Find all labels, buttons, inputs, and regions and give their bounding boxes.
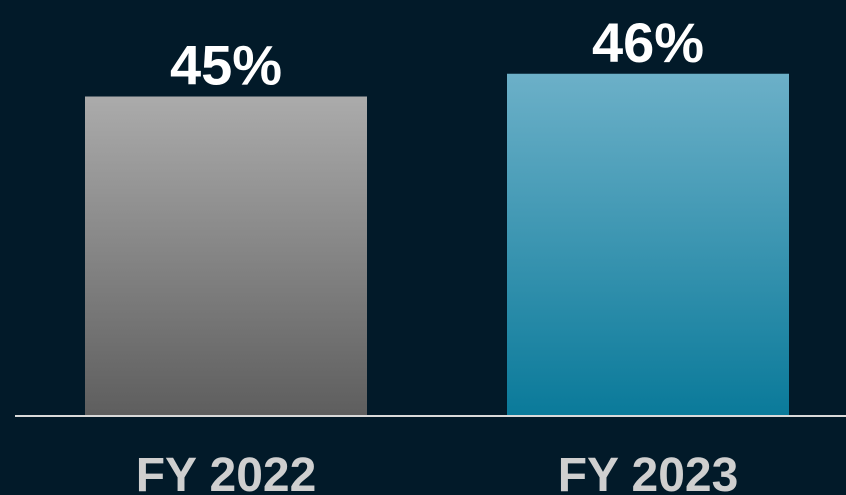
- data-label: 46%: [592, 11, 704, 74]
- data-label: 45%: [170, 34, 282, 97]
- x-tick-label: FY 2022: [136, 449, 317, 495]
- x-tick-label: FY 2023: [558, 449, 739, 495]
- bar: [507, 73, 789, 415]
- bar: [85, 96, 367, 415]
